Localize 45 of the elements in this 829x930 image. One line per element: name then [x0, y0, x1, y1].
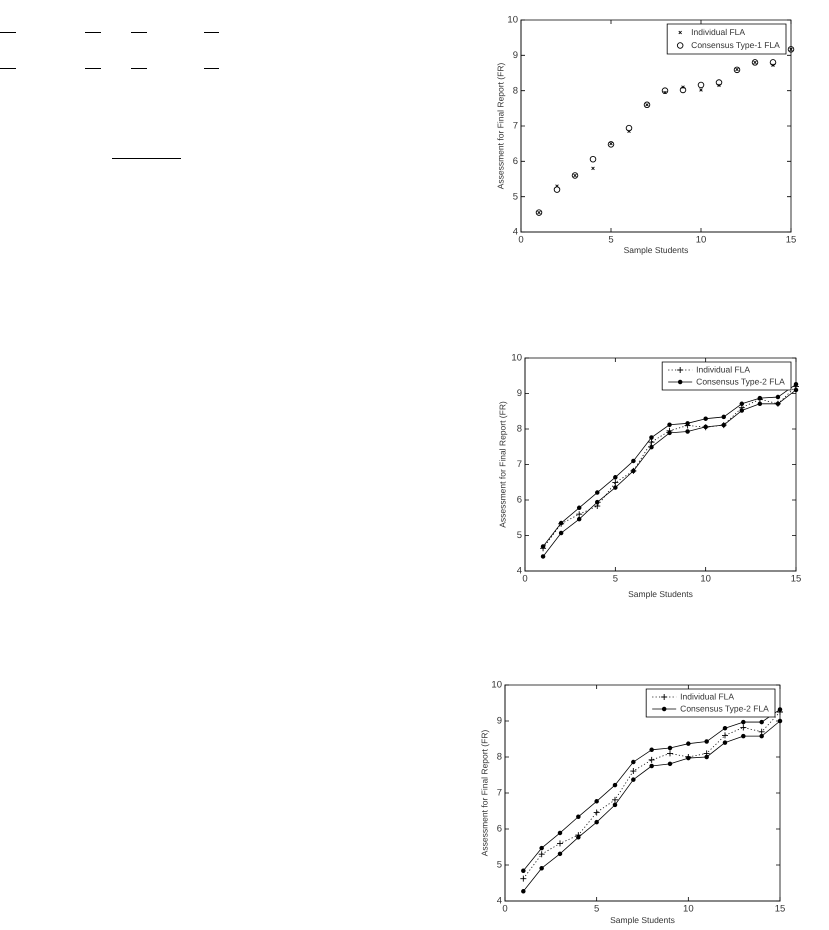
x-tick-label: 15 — [774, 903, 786, 914]
legend-label: Consensus Type-1 FLA — [691, 40, 780, 50]
x-tick-label: 5 — [594, 903, 600, 914]
x-tick-label: 5 — [608, 234, 614, 246]
legend-label: Individual FLA — [696, 364, 750, 374]
x-axis-title: Sample Students — [624, 245, 688, 256]
legend-label: Individual FLA — [691, 26, 746, 37]
y-tick-label: 10 — [507, 14, 518, 26]
y-axis-title: Assessment for Final Report (FR) — [497, 401, 508, 528]
y-tick-label: 10 — [491, 680, 502, 691]
legend-label: Consensus Type-2 FLA — [696, 376, 786, 386]
x-tick-label: 10 — [683, 903, 694, 914]
y-tick-label: 8 — [512, 85, 518, 96]
y-tick-label: 7 — [516, 459, 522, 470]
x-tick-label: 5 — [612, 573, 618, 584]
y-tick-label: 5 — [516, 530, 522, 542]
x-tick-label: 10 — [700, 573, 711, 584]
y-tick-label: 10 — [511, 352, 522, 364]
legend-label: Individual FLA — [680, 691, 734, 702]
y-tick-label: 6 — [496, 824, 502, 835]
y-tick-label: 7 — [496, 788, 502, 799]
x-tick-label: 0 — [522, 573, 528, 584]
y-tick-label: 4 — [516, 566, 522, 577]
x-tick-label: 15 — [790, 573, 802, 584]
y-tick-label: 6 — [512, 156, 518, 167]
x-tick-label: 10 — [696, 234, 706, 246]
legend-label: Consensus Type-2 FLA — [680, 703, 770, 714]
y-axis-title: Assessment for Final Report (FR) — [479, 730, 490, 856]
y-tick-label: 8 — [516, 424, 522, 435]
y-tick-label: 5 — [512, 191, 518, 202]
y-tick-label: 6 — [516, 494, 522, 506]
y-tick-label: 9 — [496, 716, 502, 727]
y-tick-label: 5 — [496, 860, 502, 871]
y-tick-label: 7 — [512, 120, 518, 132]
y-tick-label: 8 — [496, 752, 502, 763]
x-tick-label: 0 — [502, 903, 508, 914]
y-tick-label: 4 — [512, 226, 518, 238]
y-axis-title: Assessment for Final Report (FR) — [495, 62, 506, 190]
x-tick-label: 15 — [786, 234, 796, 246]
y-tick-label: 9 — [516, 388, 522, 400]
x-axis-title: Sample Students — [628, 589, 693, 600]
y-tick-label: 9 — [512, 50, 518, 61]
y-tick-label: 4 — [496, 896, 502, 907]
x-tick-label: 0 — [518, 234, 524, 246]
x-axis-title: Sample Students — [610, 915, 675, 926]
